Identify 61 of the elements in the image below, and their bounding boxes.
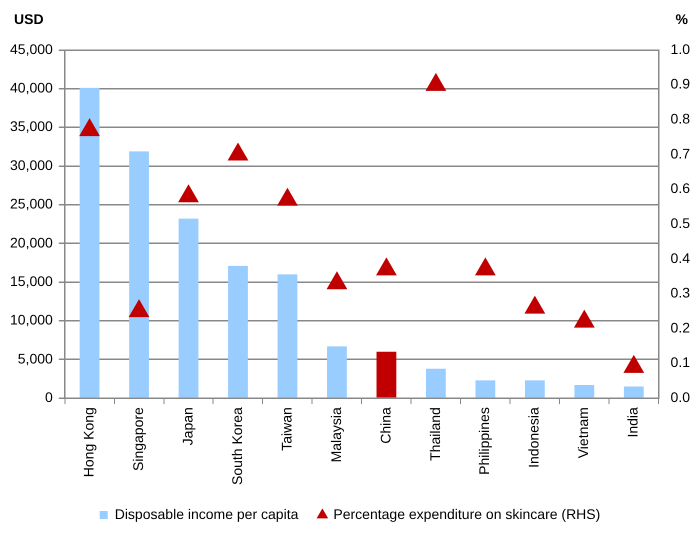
bar <box>278 274 298 398</box>
x-tick-label: Philippines <box>476 407 492 475</box>
y-tick-label: 45,000 <box>10 40 54 57</box>
x-tick-label: Hong Kong <box>80 407 96 478</box>
point <box>574 310 594 328</box>
bar <box>129 151 149 398</box>
y2-tick-label: 0.6 <box>670 180 690 196</box>
bar <box>574 385 594 398</box>
y-tick-label: 25,000 <box>10 196 54 212</box>
bar <box>178 218 198 398</box>
y-tick-label: 5,000 <box>18 350 54 366</box>
y-tick-label: 0 <box>45 389 54 406</box>
point <box>129 300 150 318</box>
y2-tick-label: 0.3 <box>670 284 690 301</box>
y-tick-label: 15,000 <box>10 272 54 289</box>
x-tick-label: Singapore <box>130 406 146 471</box>
y-tick-label: 20,000 <box>10 234 54 250</box>
bar <box>327 346 347 398</box>
x-tick-label: Japan <box>179 407 196 446</box>
point <box>475 258 496 276</box>
bar <box>376 352 396 398</box>
bar <box>524 380 545 398</box>
y-tick-label: 35,000 <box>10 118 54 134</box>
y-tick-label: 40,000 <box>10 80 54 96</box>
y2-tick-label: 0.7 <box>670 145 690 162</box>
y2-tick-label: 1.0 <box>670 40 690 57</box>
point <box>277 188 298 206</box>
x-tick-label: Malaysia <box>328 406 344 462</box>
y2-tick-label: 0.8 <box>670 110 690 126</box>
y2-tick-label: 0.2 <box>670 319 690 336</box>
x-tick-label: Taiwan <box>278 407 294 451</box>
point <box>426 73 446 91</box>
y2-tick-label: 0.0 <box>670 389 690 406</box>
point <box>228 142 248 160</box>
bar <box>624 386 644 398</box>
y-tick-label: 30,000 <box>10 156 54 173</box>
point <box>624 355 644 373</box>
point <box>524 296 545 314</box>
x-tick-label: Thailand <box>426 407 443 461</box>
y2-tick-label: 0.1 <box>670 354 690 370</box>
y2-axis-title: % <box>676 11 689 27</box>
point <box>326 272 347 290</box>
y2-tick-label: 0.4 <box>670 250 690 266</box>
y-axis-title: USD <box>14 11 44 27</box>
x-tick-label: China <box>377 406 394 444</box>
bar <box>228 266 248 398</box>
bar <box>475 380 496 398</box>
y-tick-label: 10,000 <box>10 312 54 328</box>
point <box>376 258 396 276</box>
x-tick-label: South Korea <box>228 406 245 486</box>
point <box>80 118 100 136</box>
point <box>178 184 199 202</box>
legend-label: Disposable income per capita <box>114 506 299 522</box>
bar <box>426 368 446 398</box>
bar <box>80 88 100 398</box>
legend-label: Percentage expenditure on skincare (RHS) <box>333 506 600 522</box>
y2-tick-label: 0.5 <box>670 214 690 231</box>
x-tick-label: Vietnam <box>575 407 592 458</box>
y2-tick-label: 0.9 <box>670 76 690 92</box>
x-tick-label: India <box>624 406 641 438</box>
x-tick-label: Indonesia <box>526 406 542 468</box>
